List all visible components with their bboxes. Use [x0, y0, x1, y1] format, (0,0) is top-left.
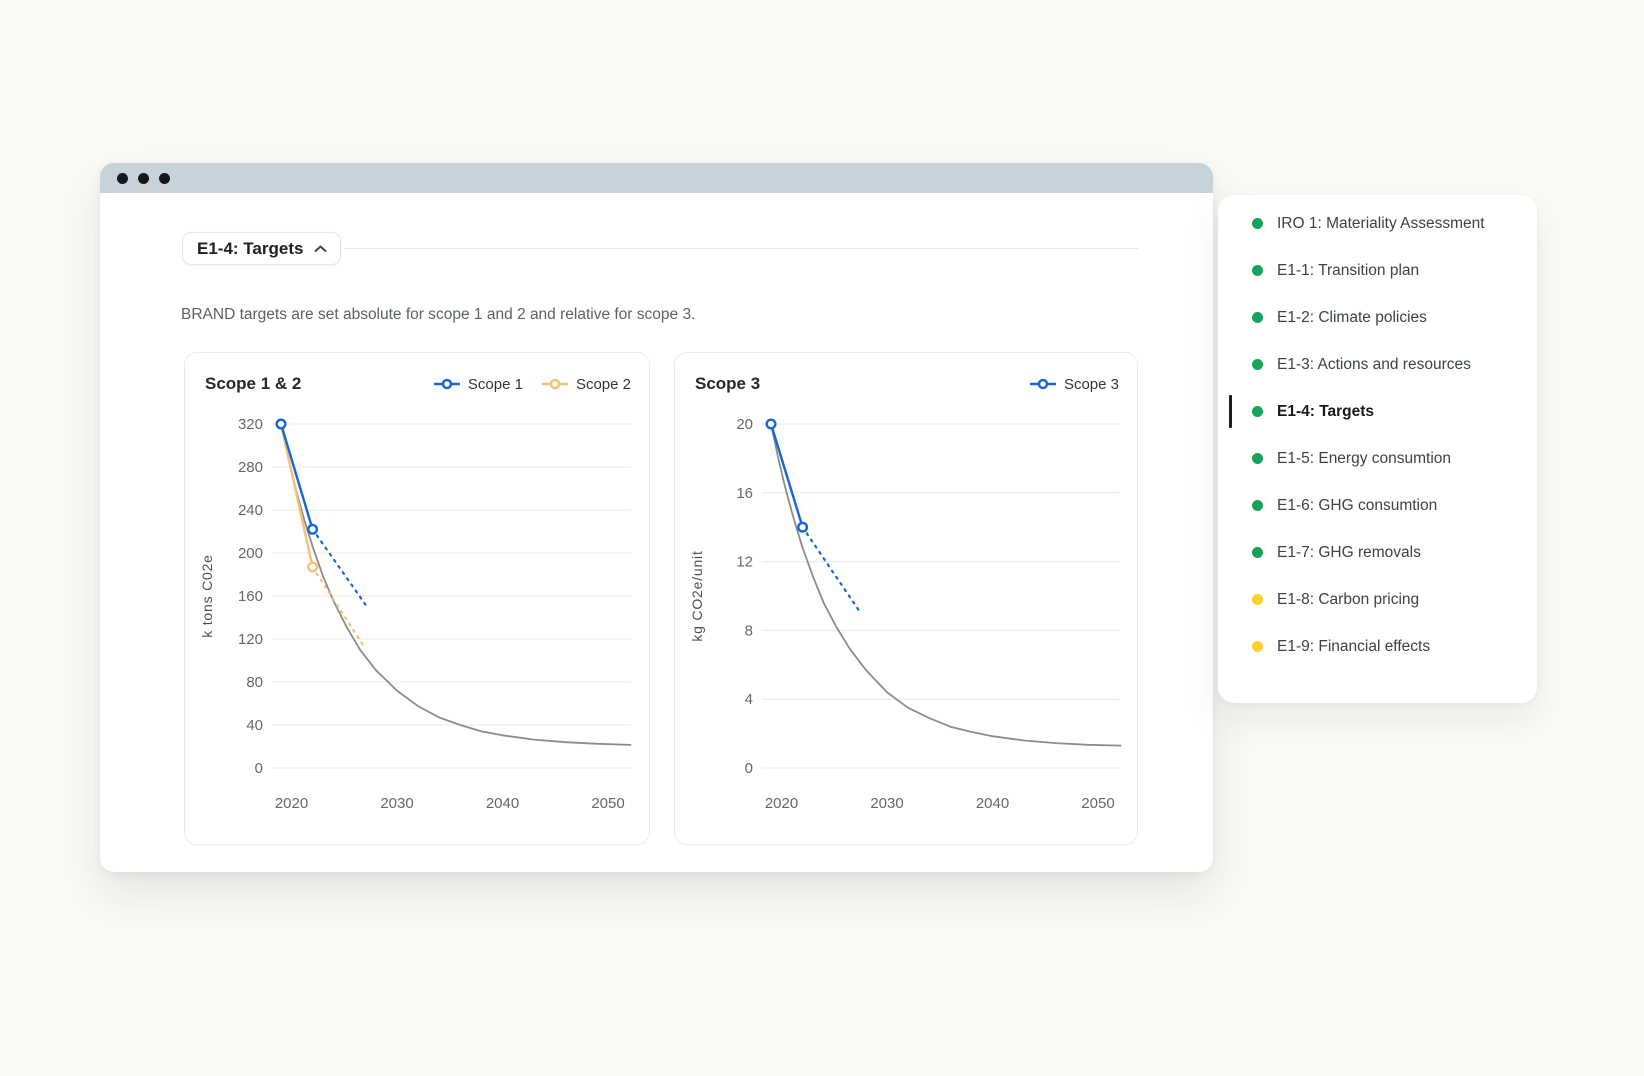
svg-text:40: 40: [246, 717, 263, 734]
sidebar-item-e1-6[interactable]: E1-6: GHG consumtion: [1218, 482, 1537, 529]
svg-text:160: 160: [238, 588, 263, 605]
sidebar-item-e1-4[interactable]: E1-4: Targets: [1218, 388, 1537, 435]
svg-text:12: 12: [736, 554, 753, 571]
sidebar-item-e1-9[interactable]: E1-9: Financial effects: [1218, 623, 1537, 670]
chart-card-scope-1-2: Scope 1 & 2 Scope 1 Scope 2 0 40 80 120 160 20…: [184, 352, 650, 845]
svg-text:2030: 2030: [380, 795, 413, 812]
legend-item-scope-3[interactable]: Scope 3: [1029, 376, 1119, 393]
section-title: E1-4: Targets: [197, 238, 304, 258]
report-sections-sidebar: IRO 1: Materiality Assessment E1-1: Trans…: [1218, 195, 1537, 703]
sidebar-item-e1-1[interactable]: E1-1: Transition plan: [1218, 247, 1537, 294]
svg-text:4: 4: [745, 691, 753, 708]
status-dot-icon: [1252, 547, 1263, 558]
y-axis-label: k tons C02e: [199, 554, 215, 638]
legend-label: Scope 1: [467, 375, 523, 393]
svg-text:80: 80: [246, 674, 263, 691]
legend-item-scope-1[interactable]: Scope 1: [433, 376, 523, 393]
chart-card-scope-3: Scope 3 Scope 3 0 4 8 12 16 20 2020 2030 2040 205…: [674, 352, 1138, 845]
legend-label: Scope 2: [575, 375, 631, 393]
svg-text:2040: 2040: [976, 795, 1009, 812]
sidebar-item-label: E1-9: Financial effects: [1277, 637, 1431, 655]
svg-text:2040: 2040: [486, 795, 519, 812]
sidebar-item-iro-1[interactable]: IRO 1: Materiality Assessment: [1218, 200, 1537, 247]
chart-title: Scope 3: [695, 374, 761, 393]
status-dot-icon: [1252, 359, 1263, 370]
svg-text:320: 320: [238, 416, 263, 433]
sidebar-item-label: E1-6: GHG consumtion: [1277, 496, 1438, 514]
sidebar-item-e1-7[interactable]: E1-7: GHG removals: [1218, 529, 1537, 576]
sidebar-item-e1-5[interactable]: E1-5: Energy consumtion: [1218, 435, 1537, 482]
sidebar-item-e1-8[interactable]: E1-8: Carbon pricing: [1218, 576, 1537, 623]
status-dot-icon: [1252, 312, 1263, 323]
sidebar-item-label: E1-2: Climate policies: [1277, 308, 1427, 326]
legend-marker-icon: [541, 378, 568, 390]
svg-text:120: 120: [238, 631, 263, 648]
status-dot-icon: [1252, 453, 1263, 464]
sidebar-item-label: E1-7: GHG removals: [1277, 543, 1421, 561]
window-dot-icon: [159, 172, 170, 184]
svg-text:8: 8: [745, 622, 753, 639]
status-dot-icon: [1252, 406, 1263, 417]
sidebar-item-label: E1-5: Energy consumtion: [1277, 449, 1452, 467]
svg-text:16: 16: [736, 485, 753, 502]
sidebar-item-label: IRO 1: Materiality Assessment: [1277, 214, 1485, 232]
legend-marker-icon: [1029, 378, 1056, 390]
section-description: BRAND targets are set absolute for scope…: [181, 306, 696, 323]
sidebar-item-e1-2[interactable]: E1-2: Climate policies: [1218, 294, 1537, 341]
window-dot-icon: [117, 172, 128, 184]
window-titlebar: [100, 163, 1213, 193]
svg-text:200: 200: [238, 545, 263, 562]
svg-text:0: 0: [255, 760, 263, 777]
legend-marker-icon: [433, 378, 460, 390]
svg-text:2020: 2020: [765, 795, 798, 812]
svg-text:2030: 2030: [870, 795, 903, 812]
legend-label: Scope 3: [1063, 375, 1119, 393]
svg-text:2020: 2020: [275, 795, 308, 812]
chevron-up-icon: [314, 245, 327, 252]
status-dot-icon: [1252, 641, 1263, 652]
status-dot-icon: [1252, 218, 1263, 229]
svg-text:0: 0: [745, 760, 753, 777]
status-dot-icon: [1252, 594, 1263, 605]
section-header-toggle[interactable]: E1-4: Targets: [182, 232, 342, 265]
status-dot-icon: [1252, 500, 1263, 511]
app-window: E1-4: Targets BRAND targets are set abso…: [100, 163, 1213, 872]
sidebar-item-label: E1-4: Targets: [1277, 402, 1375, 420]
active-item-indicator: [1229, 395, 1232, 428]
svg-text:2050: 2050: [591, 795, 624, 812]
chart-legend: Scope 3: [1029, 376, 1119, 393]
chart-plot-area: 0 40 80 120 160 200 240 280 320 2020 2030 2040 2050 k…: [199, 416, 632, 812]
status-dot-icon: [1252, 265, 1263, 276]
y-axis-label: kg CO2e/unit: [689, 550, 705, 641]
section-divider: [344, 248, 1138, 249]
sidebar-item-label: E1-1: Transition plan: [1277, 261, 1420, 279]
sidebar-item-e1-3[interactable]: E1-3: Actions and resources: [1218, 341, 1537, 388]
window-dot-icon: [138, 172, 149, 184]
svg-text:2050: 2050: [1081, 795, 1114, 812]
sidebar-item-label: E1-3: Actions and resources: [1277, 355, 1471, 373]
chart-legend: Scope 1 Scope 2: [433, 376, 631, 393]
chart-title: Scope 1 & 2: [205, 374, 302, 393]
svg-text:20: 20: [736, 416, 753, 433]
legend-item-scope-2[interactable]: Scope 2: [541, 376, 631, 393]
sidebar-item-label: E1-8: Carbon pricing: [1277, 590, 1420, 608]
svg-text:280: 280: [238, 459, 263, 476]
svg-text:240: 240: [238, 502, 263, 519]
